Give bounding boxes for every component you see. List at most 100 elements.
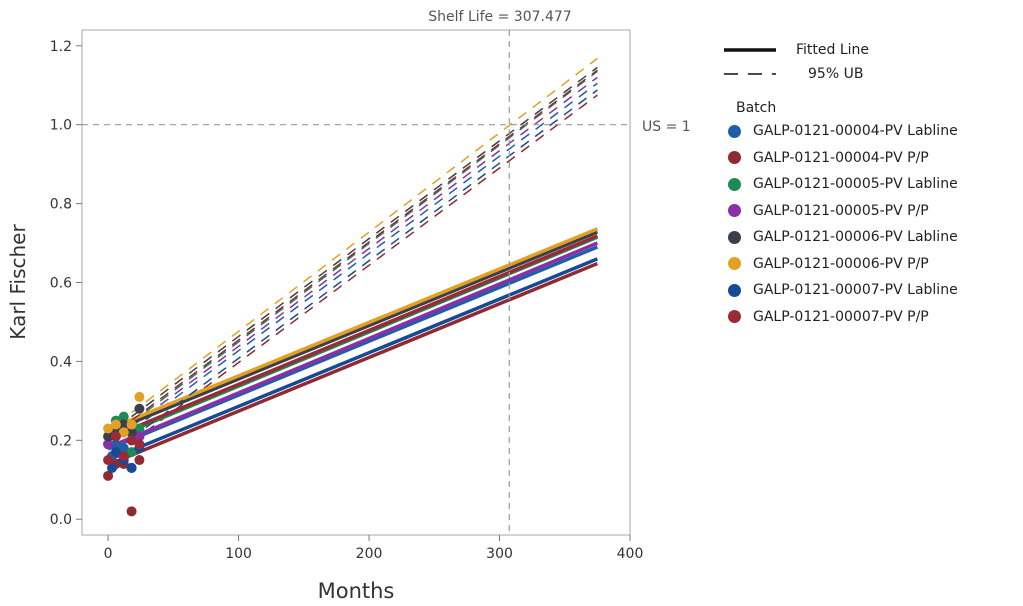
y-tick-label: 0.2 — [50, 433, 72, 449]
data-point — [110, 439, 121, 450]
shelf-life-label: Shelf Life = 307.477 — [428, 9, 571, 25]
data-point — [118, 427, 129, 438]
legend-batch-label: GALP-0121-00004-PV P/P — [753, 149, 929, 166]
data-point — [118, 443, 129, 454]
data-point — [126, 427, 137, 438]
fitted-line — [107, 241, 599, 450]
x-tick-label: 200 — [356, 546, 383, 562]
upper-bound-line — [131, 76, 598, 428]
data-point — [103, 470, 114, 481]
batch-marker-icon — [728, 124, 741, 138]
legend-batch-item: GALP-0121-00005-PV Labline — [724, 171, 1020, 198]
data-point — [134, 455, 145, 466]
x-tick-label: 300 — [486, 546, 513, 562]
series-galp-0121-00005-pv-p-p — [107, 76, 599, 450]
legend-batch-label: GALP-0121-00004-PV Labline — [753, 123, 958, 140]
data-point — [134, 391, 145, 402]
y-tick-label: 1.2 — [50, 39, 72, 55]
data-point — [126, 435, 137, 446]
legend-upper-bound: 95% UB — [724, 62, 1020, 86]
batch-marker-icon — [728, 257, 741, 271]
legend-batch-list: GALP-0121-00004-PV Labline GALP-0121-0000… — [724, 118, 1020, 330]
spec-limit-label: US = 1 — [642, 119, 691, 135]
axes: 0 100 200 300 400 0.0 0.2 0.4 0.6 0.8 1.0 1.2 — [50, 39, 644, 562]
y-tick-label: 0.6 — [50, 276, 72, 292]
batch-marker-icon — [728, 177, 741, 191]
x-tick-label: 100 — [225, 546, 252, 562]
data-point — [118, 451, 129, 462]
data-point — [134, 403, 145, 414]
fitted-line — [107, 227, 599, 431]
fitted-line — [107, 257, 599, 462]
upper-bound-line — [131, 82, 598, 432]
legend-batch-label: GALP-0121-00007-PV Labline — [753, 282, 958, 299]
series-galp-0121-00007-pv-labline — [107, 89, 599, 462]
legend-batch-item: GALP-0121-00006-PV P/P — [724, 251, 1020, 278]
legend-batch-label: GALP-0121-00005-PV P/P — [753, 202, 929, 219]
upper-bound-line — [131, 94, 598, 443]
series-galp-0121-00006-pv-p-p — [107, 57, 599, 431]
batch-marker-icon — [728, 230, 741, 244]
legend-fitted-line: Fitted Line — [724, 38, 1020, 62]
upper-bound-line — [131, 70, 598, 424]
legend-batch-item: GALP-0121-00004-PV Labline — [724, 118, 1020, 145]
data-point — [103, 423, 114, 434]
solid-line-swatch — [724, 46, 776, 54]
y-tick-label: 0.8 — [50, 197, 72, 213]
y-tick-label: 1.0 — [50, 118, 72, 134]
data-point — [110, 447, 121, 458]
legend-batch-item: GALP-0121-00006-PV Labline — [724, 224, 1020, 251]
fitted-line — [107, 234, 599, 440]
y-tick-label: 0.4 — [50, 354, 72, 370]
legend-batch-item: GALP-0121-00004-PV P/P — [724, 145, 1020, 172]
batch-marker-icon — [728, 283, 741, 297]
x-tick-label: 400 — [617, 546, 644, 562]
series-galp-0121-00006-pv-labline — [107, 66, 599, 435]
batch-marker-icon — [728, 151, 741, 165]
data-point — [110, 431, 121, 442]
fitted-line — [107, 261, 599, 467]
x-axis-title: Months — [318, 579, 395, 603]
points-galp-0121-00007-pv-p-p — [103, 431, 145, 466]
data-point — [126, 419, 137, 430]
batch-marker-icon — [728, 204, 741, 218]
reference-lines — [82, 30, 630, 535]
data-point — [107, 462, 118, 473]
data-point — [118, 411, 129, 422]
batch-marker-icon — [728, 310, 741, 324]
dashed-line-swatch — [724, 70, 776, 78]
legend-batch-item: GALP-0121-00005-PV P/P — [724, 198, 1020, 225]
legend-batch-item: GALP-0121-00007-PV Labline — [724, 277, 1020, 304]
legend: Fitted Line 95% UB Batch GALP-0121-00004… — [724, 38, 1020, 330]
points-galp-0121-00006-pv-p-p — [103, 391, 145, 438]
series-layer — [103, 57, 599, 517]
legend-fitted-line-label: Fitted Line — [796, 42, 870, 58]
data-point — [110, 419, 121, 430]
x-tick-label: 0 — [104, 546, 113, 562]
data-point — [118, 419, 129, 430]
upper-bound-line — [131, 66, 598, 418]
fitted-line — [107, 245, 599, 451]
data-point — [134, 423, 145, 434]
y-axis-title: Karl Fischer — [6, 224, 30, 340]
data-point — [134, 439, 145, 450]
upper-bound-line — [131, 69, 598, 422]
series-galp-0121-00007-pv-p-p — [107, 69, 599, 440]
legend-batch-label: GALP-0121-00006-PV Labline — [753, 229, 958, 246]
series-galp-0121-00005-pv-labline — [107, 70, 599, 442]
data-point — [126, 506, 137, 517]
legend-batch-label: GALP-0121-00006-PV P/P — [753, 255, 929, 272]
data-point — [126, 447, 137, 458]
series-galp-0121-00004-pv-p-p — [107, 94, 599, 467]
data-point — [126, 462, 137, 473]
upper-bound-line — [131, 57, 598, 414]
y-tick-label: 0.0 — [50, 512, 72, 528]
series-galp-0121-00004-pv-labline — [107, 82, 599, 451]
legend-batch-label: GALP-0121-00007-PV P/P — [753, 308, 929, 325]
data-point — [103, 439, 114, 450]
legend-upper-bound-label: 95% UB — [808, 66, 864, 82]
legend-batch-item: GALP-0121-00007-PV P/P — [724, 304, 1020, 331]
legend-batch-title: Batch — [736, 100, 777, 116]
data-point — [134, 431, 145, 442]
